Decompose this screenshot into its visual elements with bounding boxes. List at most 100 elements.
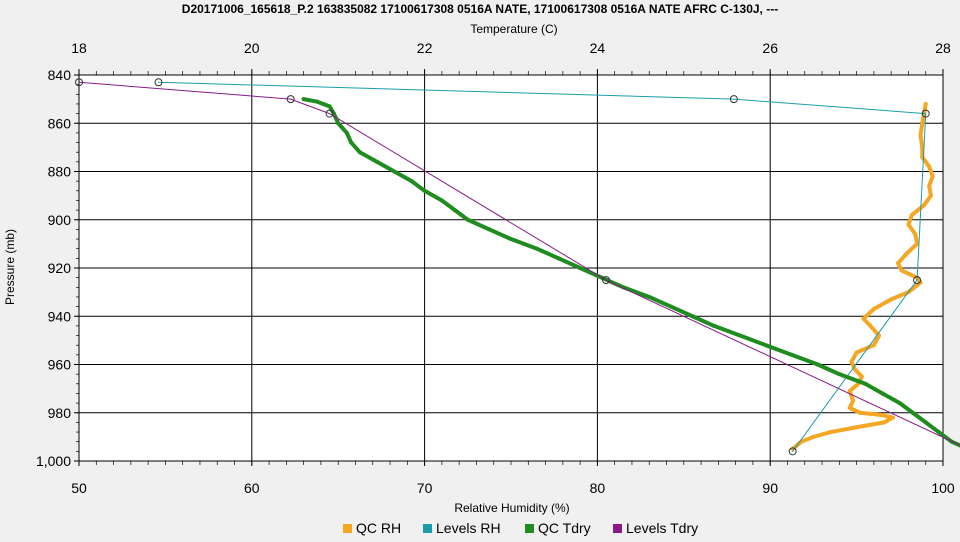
data-point-qc-tdry <box>789 352 794 357</box>
data-point-qc-tdry <box>923 420 928 425</box>
pressure-tick-label: 980 <box>48 405 72 421</box>
legend-swatch <box>423 524 432 533</box>
pressure-tick-label: 960 <box>48 357 72 373</box>
data-point-qc-tdry <box>392 169 397 174</box>
pressure-tick-label: 900 <box>48 212 72 228</box>
data-point-qc-rh <box>854 350 859 355</box>
data-point-qc-tdry <box>349 140 354 145</box>
data-point-qc-tdry <box>314 99 319 104</box>
top-axis-label: Temperature (C) <box>470 22 557 36</box>
data-point-qc-rh <box>915 241 920 246</box>
humidity-tick-label: 80 <box>590 480 606 496</box>
data-point-qc-rh <box>847 389 852 394</box>
data-point-qc-rh <box>890 415 895 420</box>
data-point-qc-rh <box>927 183 932 188</box>
bottom-axis-label: Relative Humidity (%) <box>454 501 569 515</box>
temperature-tick-label: 26 <box>762 40 778 56</box>
data-point-qc-tdry <box>409 179 414 184</box>
pressure-tick-label: 860 <box>48 115 72 131</box>
data-point-qc-tdry <box>815 362 820 367</box>
data-point-qc-tdry <box>897 401 902 406</box>
data-point-qc-rh <box>851 398 856 403</box>
pressure-tick-label: 880 <box>48 164 72 180</box>
data-point-qc-tdry <box>880 391 885 396</box>
data-point-qc-rh <box>913 232 918 237</box>
legend-label: QC Tdry <box>538 520 591 536</box>
legend-swatch <box>343 524 352 533</box>
data-point-qc-rh <box>849 360 854 365</box>
temperature-tick-label: 18 <box>71 40 87 56</box>
data-point-levels-tdry <box>602 276 611 285</box>
data-point-qc-rh <box>906 222 911 227</box>
series-line-levels-tdry <box>78 81 960 446</box>
data-point-qc-tdry <box>344 130 349 135</box>
data-point-qc-tdry <box>375 159 380 164</box>
data-point-qc-tdry <box>910 410 915 415</box>
series-line-levels-rh <box>157 81 927 452</box>
data-point-qc-tdry <box>712 323 717 328</box>
data-point-levels-tdry <box>75 78 83 87</box>
data-point-qc-rh <box>871 343 876 348</box>
data-point-qc-tdry <box>863 381 868 386</box>
data-point-qc-rh <box>847 405 852 410</box>
data-point-qc-tdry <box>763 343 768 348</box>
humidity-tick-label: 50 <box>71 480 87 496</box>
temperature-tick-label: 24 <box>590 40 606 56</box>
data-point-qc-rh <box>889 297 894 302</box>
data-point-levels-rh <box>788 447 797 456</box>
data-point-qc-tdry <box>936 430 941 435</box>
data-point-qc-tdry <box>327 104 332 109</box>
data-point-qc-rh <box>927 164 932 169</box>
data-point-levels-rh <box>729 95 738 104</box>
data-point-qc-rh <box>871 307 876 312</box>
data-point-qc-rh <box>861 316 866 321</box>
legend: QC RH Levels RH QC Tdry Levels Tdry <box>343 520 698 536</box>
chart-title: D20171006_165618_P.2 163835082 171006173… <box>182 2 778 16</box>
data-point-qc-tdry <box>737 333 742 338</box>
legend-swatch <box>613 524 622 533</box>
data-point-levels-rh <box>154 78 163 87</box>
humidity-tick-label: 60 <box>244 480 260 496</box>
data-point-qc-rh <box>899 268 904 273</box>
humidity-tick-label: 90 <box>762 480 778 496</box>
legend-label: Levels RH <box>436 520 501 536</box>
temperature-tick-label: 28 <box>935 40 951 56</box>
data-point-levels-tdry <box>325 109 334 118</box>
data-point-qc-rh <box>921 203 926 208</box>
data-point-qc-tdry <box>578 266 583 270</box>
data-point-qc-tdry <box>336 121 341 126</box>
data-point-qc-rh <box>904 251 909 256</box>
series-group <box>75 78 960 456</box>
data-point-qc-rh <box>882 420 887 425</box>
data-point-qc-rh <box>868 323 873 328</box>
data-point-qc-tdry <box>452 208 457 213</box>
pressure-tick-label: 840 <box>48 67 72 83</box>
left-axis-label: Pressure (mb) <box>3 229 17 305</box>
data-point-qc-rh <box>854 425 859 430</box>
data-point-qc-tdry <box>439 198 444 203</box>
data-point-qc-tdry <box>837 372 842 377</box>
data-point-qc-tdry <box>357 150 362 155</box>
data-point-qc-tdry <box>422 188 427 193</box>
data-point-qc-tdry <box>534 246 539 251</box>
humidity-tick-label: 70 <box>417 480 433 496</box>
data-point-levels-tdry <box>286 95 295 104</box>
data-point-qc-rh <box>909 212 914 217</box>
data-point-levels-rh <box>921 109 930 118</box>
data-point-qc-rh <box>918 133 923 138</box>
data-point-qc-rh <box>811 434 816 439</box>
pressure-tick-label: 920 <box>48 260 72 276</box>
data-point-qc-rh <box>852 367 857 372</box>
data-point-qc-rh <box>928 193 933 198</box>
data-point-levels-rh <box>913 276 922 285</box>
data-point-qc-rh <box>918 280 923 285</box>
data-point-qc-rh <box>828 430 833 435</box>
temperature-tick-label: 20 <box>244 40 260 56</box>
data-point-qc-rh <box>880 413 885 418</box>
data-point-qc-tdry <box>509 237 513 242</box>
data-point-qc-tdry <box>690 314 695 319</box>
pressure-tick-label: 1,000 <box>36 453 71 469</box>
humidity-tick-label: 100 <box>931 480 955 496</box>
